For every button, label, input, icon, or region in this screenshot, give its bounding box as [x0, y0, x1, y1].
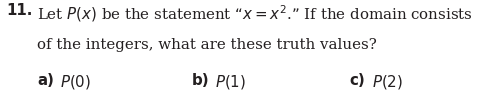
Text: Let $P(x)$ be the statement “$x = x^{2}$.” If the domain consists: Let $P(x)$ be the statement “$x = x^{2}$… [37, 3, 473, 24]
Text: b): b) [192, 73, 210, 88]
Text: a): a) [37, 73, 54, 88]
Text: $P(1)$: $P(1)$ [215, 73, 246, 91]
Text: $P(0)$: $P(0)$ [60, 73, 91, 91]
Text: c): c) [349, 73, 365, 88]
Text: $P(2)$: $P(2)$ [372, 73, 403, 91]
Text: of the integers, what are these truth values?: of the integers, what are these truth va… [37, 38, 377, 53]
Text: 11.: 11. [6, 3, 32, 18]
